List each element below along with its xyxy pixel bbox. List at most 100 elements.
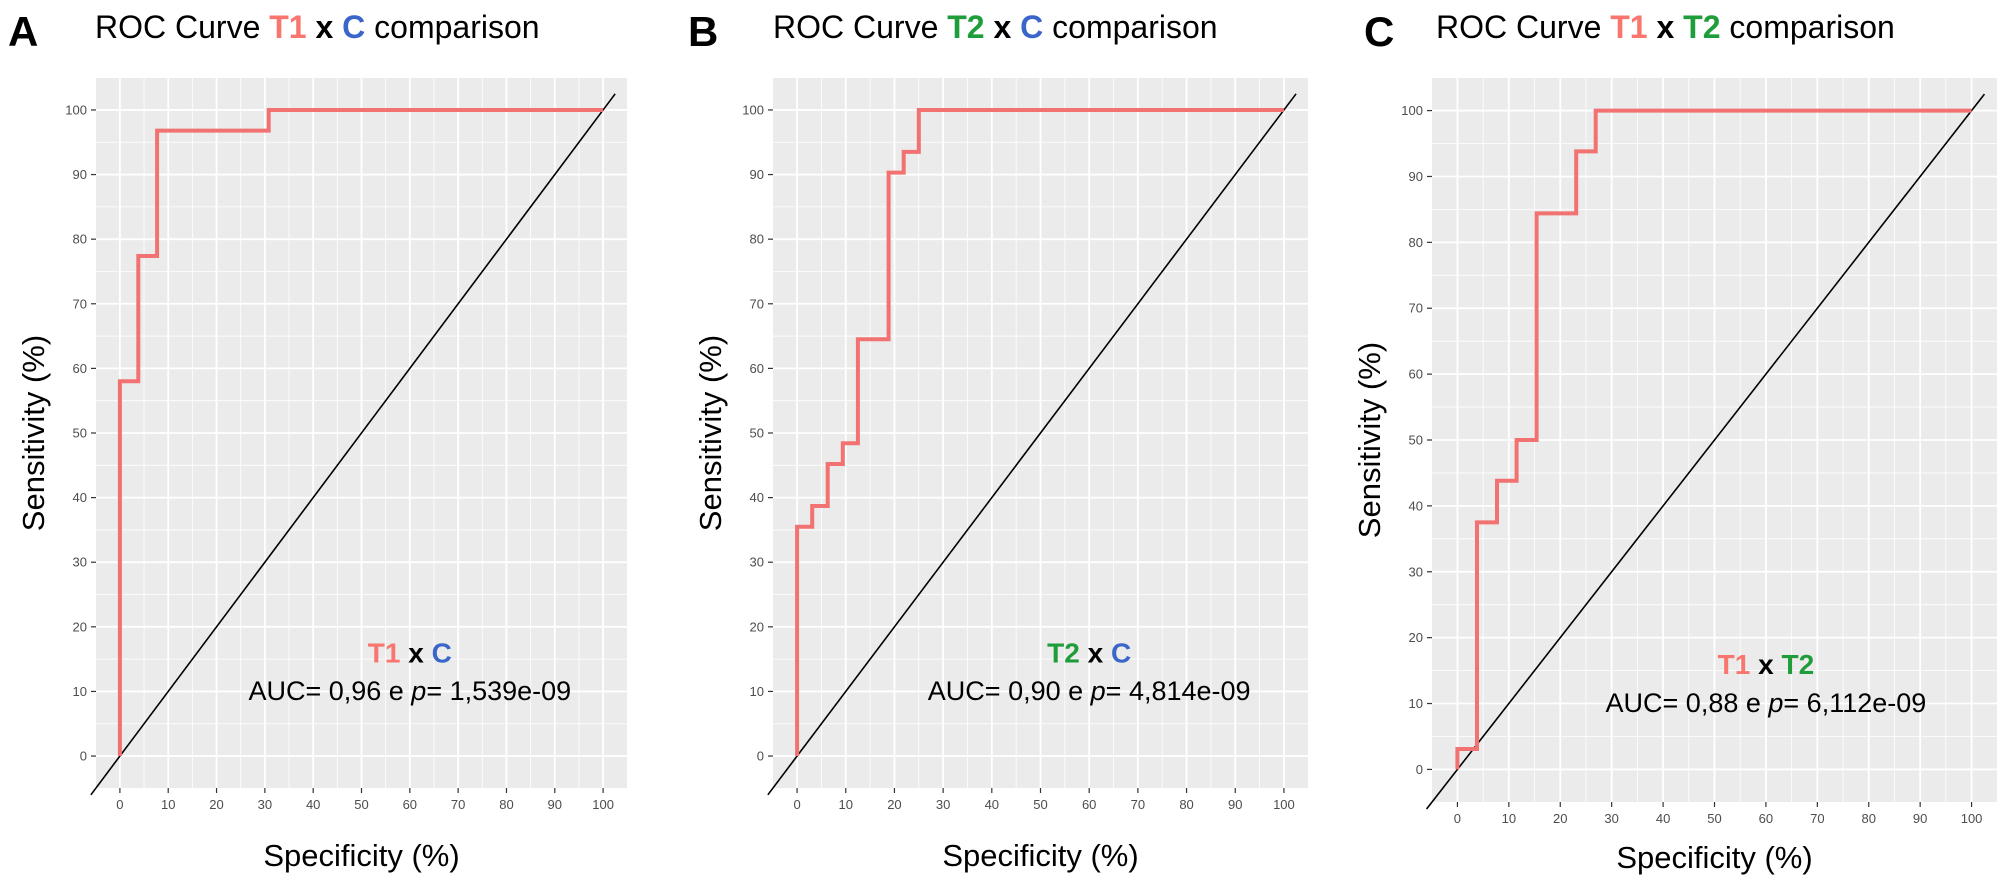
panel-b-title: ROC Curve T2 x C comparison bbox=[773, 9, 1218, 45]
panel-a: A ROC Curve T1 x C comparison 0 10 20 30 40 50 6… bbox=[8, 8, 627, 873]
title-mid: x bbox=[307, 9, 343, 45]
y-tick-label: 20 bbox=[1409, 630, 1423, 645]
title-prefix: ROC Curve bbox=[1436, 9, 1610, 45]
x-tick-label: 80 bbox=[1862, 811, 1876, 826]
y-tick-label: 80 bbox=[1409, 235, 1423, 250]
panel-c: C ROC Curve T1 x T2 comparison 0 10 20 30 40 50… bbox=[1352, 8, 1997, 875]
y-tick-label: 70 bbox=[73, 296, 87, 311]
p-value: = 6,112e-09 bbox=[1783, 688, 1926, 718]
x-tick-label: 80 bbox=[499, 797, 513, 812]
panel-a-x-axis-label: Specificity (%) bbox=[263, 838, 459, 873]
x-tick-label: 10 bbox=[839, 797, 853, 812]
x-tick-label: 10 bbox=[1502, 811, 1516, 826]
y-tick-label: 0 bbox=[1416, 762, 1423, 777]
x-tick-label: 50 bbox=[1033, 797, 1047, 812]
title-group-2: C bbox=[1020, 9, 1043, 45]
y-tick-label: 80 bbox=[73, 232, 87, 247]
y-tick-label: 10 bbox=[1409, 696, 1423, 711]
panel-c-y-axis-label: Sensitivity (%) bbox=[1352, 342, 1387, 538]
annotation-mid: x bbox=[1750, 649, 1781, 680]
title-prefix: ROC Curve bbox=[95, 9, 269, 45]
x-tick-label: 20 bbox=[209, 797, 223, 812]
annotation-group-1: T1 bbox=[1718, 649, 1751, 680]
x-tick-label: 0 bbox=[1454, 811, 1461, 826]
reference-diagonal bbox=[90, 93, 616, 796]
y-tick-label: 10 bbox=[750, 684, 764, 699]
panel-b-annotation-auc: AUC= 0,90 e p= 4,814e-09 bbox=[928, 676, 1251, 706]
x-tick-label: 60 bbox=[1082, 797, 1096, 812]
y-tick-label: 40 bbox=[1409, 498, 1423, 513]
x-tick-label: 40 bbox=[1656, 811, 1670, 826]
y-tick-label: 70 bbox=[1409, 301, 1423, 316]
title-group-1: T1 bbox=[269, 9, 306, 45]
y-tick-label: 90 bbox=[73, 167, 87, 182]
p-symbol: p bbox=[1090, 676, 1106, 706]
panel-c-title: ROC Curve T1 x T2 comparison bbox=[1436, 9, 1895, 45]
x-tick-label: 100 bbox=[1273, 797, 1295, 812]
y-tick-label: 90 bbox=[1409, 169, 1423, 184]
y-tick-label: 0 bbox=[757, 749, 764, 764]
reference-diagonal bbox=[767, 93, 1297, 796]
auc-text: AUC= 0,88 e bbox=[1606, 688, 1769, 718]
annotation-group-2: C bbox=[1111, 637, 1131, 668]
y-tick-label: 30 bbox=[1409, 564, 1423, 579]
y-tick-label: 100 bbox=[1401, 103, 1423, 118]
auc-text: AUC= 0,90 e bbox=[928, 676, 1091, 706]
x-tick-label: 50 bbox=[354, 797, 368, 812]
x-tick-label: 20 bbox=[1553, 811, 1567, 826]
annotation-mid: x bbox=[1080, 637, 1111, 668]
title-group-2: C bbox=[342, 9, 365, 45]
panel-a-annotation-auc: AUC= 0,96 e p= 1,539e-09 bbox=[248, 676, 571, 706]
x-tick-label: 60 bbox=[403, 797, 417, 812]
y-tick-label: 20 bbox=[750, 619, 764, 634]
panel-a-title: ROC Curve T1 x C comparison bbox=[95, 9, 540, 45]
y-tick-label: 40 bbox=[750, 490, 764, 505]
title-mid: x bbox=[1648, 9, 1684, 45]
title-suffix: comparison bbox=[365, 9, 539, 45]
x-tick-label: 50 bbox=[1707, 811, 1721, 826]
y-tick-label: 100 bbox=[65, 102, 87, 117]
y-tick-label: 50 bbox=[1409, 433, 1423, 448]
roc-curve-line bbox=[795, 108, 1284, 756]
x-tick-label: 100 bbox=[592, 797, 614, 812]
title-suffix: comparison bbox=[1043, 9, 1217, 45]
x-tick-label: 30 bbox=[1604, 811, 1618, 826]
p-symbol: p bbox=[1767, 688, 1783, 718]
y-tick-label: 0 bbox=[80, 749, 87, 764]
y-tick-label: 40 bbox=[73, 490, 87, 505]
title-group-1: T1 bbox=[1610, 9, 1647, 45]
y-tick-label: 60 bbox=[750, 361, 764, 376]
p-value: = 1,539e-09 bbox=[426, 676, 571, 706]
title-prefix: ROC Curve bbox=[773, 9, 947, 45]
y-tick-label: 60 bbox=[1409, 367, 1423, 382]
title-mid: x bbox=[985, 9, 1021, 45]
y-tick-label: 90 bbox=[750, 167, 764, 182]
panel-b-annotation-groups: T2 x C bbox=[1047, 637, 1131, 668]
y-tick-label: 50 bbox=[750, 426, 764, 441]
reference-diagonal bbox=[1425, 93, 1986, 810]
y-tick-label: 60 bbox=[73, 361, 87, 376]
x-tick-label: 40 bbox=[306, 797, 320, 812]
y-tick-label: 80 bbox=[750, 232, 764, 247]
annotation-group-2: C bbox=[432, 637, 452, 668]
panel-b: B ROC Curve T2 x C comparison 0 10 20 30 40 50 6… bbox=[688, 8, 1308, 873]
roc-curve-line bbox=[1455, 108, 1972, 770]
p-value: = 4,814e-09 bbox=[1106, 676, 1251, 706]
title-group-1: T2 bbox=[947, 9, 984, 45]
panel-c-label: C bbox=[1364, 8, 1394, 55]
x-tick-label: 0 bbox=[793, 797, 800, 812]
panel-a-annotation-groups: T1 x C bbox=[368, 637, 452, 668]
panel-b-x-axis-label: Specificity (%) bbox=[942, 838, 1138, 873]
x-tick-label: 40 bbox=[985, 797, 999, 812]
panel-b-y-axis-label: Sensitivity (%) bbox=[693, 335, 728, 531]
x-tick-label: 30 bbox=[258, 797, 272, 812]
y-tick-label: 30 bbox=[750, 555, 764, 570]
annotation-group-1: T1 bbox=[368, 637, 401, 668]
x-tick-label: 90 bbox=[1913, 811, 1927, 826]
panel-a-y-axis-label: Sensitivity (%) bbox=[16, 335, 51, 531]
x-tick-label: 70 bbox=[1810, 811, 1824, 826]
x-tick-label: 30 bbox=[936, 797, 950, 812]
y-tick-label: 10 bbox=[73, 684, 87, 699]
panel-c-annotation-groups: T1 x T2 bbox=[1718, 649, 1815, 680]
annotation-group-2: T2 bbox=[1781, 649, 1814, 680]
